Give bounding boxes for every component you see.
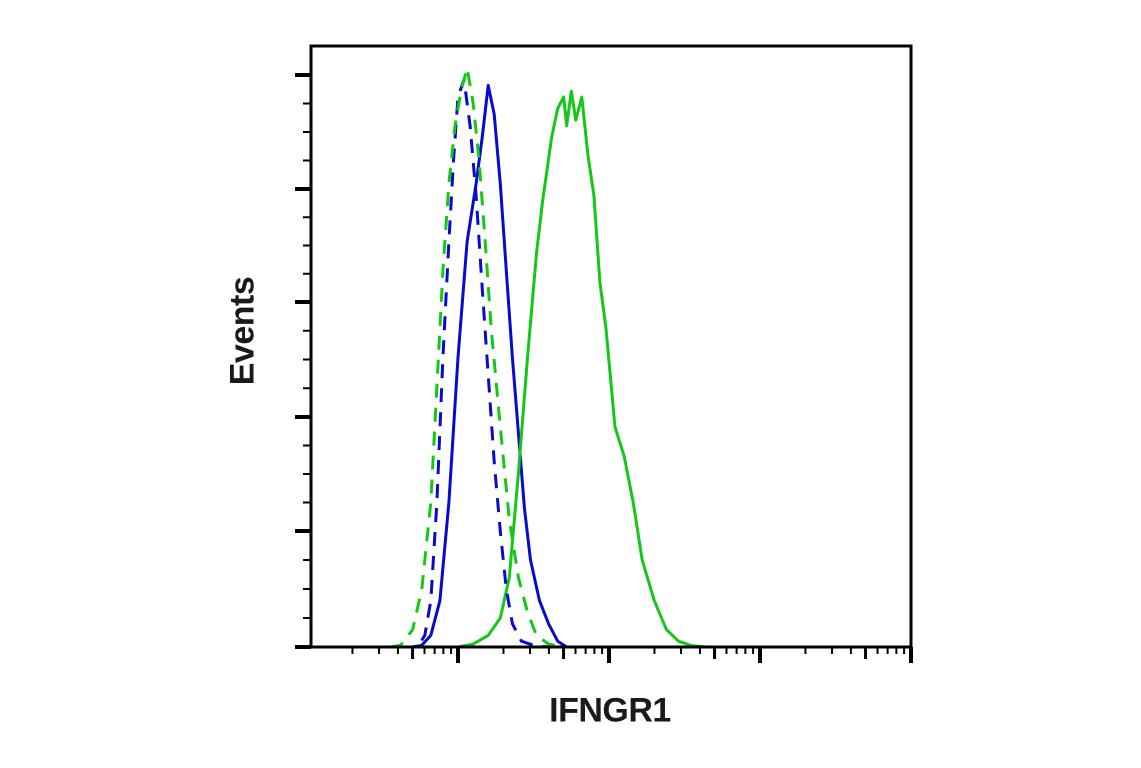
histogram-curve (311, 89, 911, 649)
y-axis-label: Events (223, 276, 262, 386)
x-axis-label: IFNGR1 (549, 691, 671, 730)
histogram-curve (389, 66, 564, 649)
histogram-curve (311, 83, 911, 649)
axes-frame (295, 44, 913, 663)
histogram-curve (400, 78, 549, 649)
plot-frame (309, 44, 913, 649)
histogram-curves (311, 66, 911, 649)
